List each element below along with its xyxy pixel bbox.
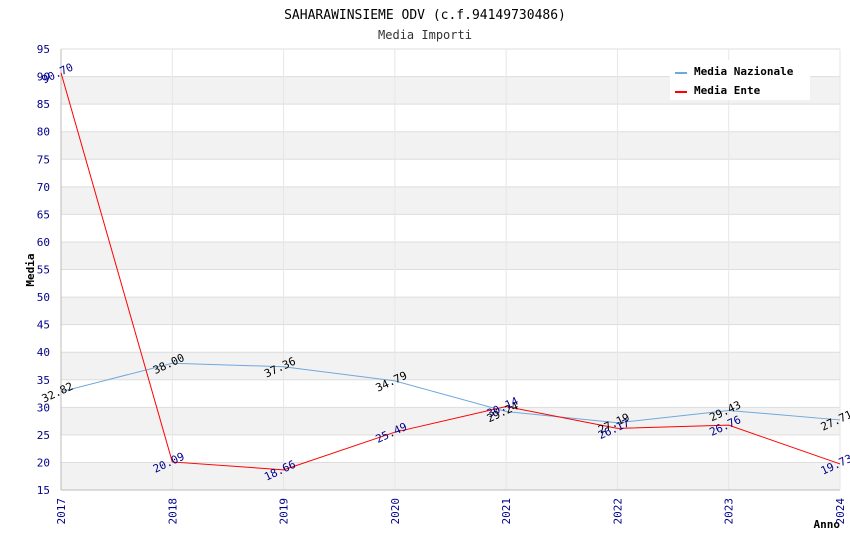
x-tick-label: 2024	[834, 498, 847, 525]
y-tick-label: 80	[37, 126, 50, 139]
plot-band	[61, 434, 840, 463]
y-tick-label: 50	[37, 291, 50, 304]
y-tick-label: 40	[37, 346, 50, 359]
y-tick-labels: 15 20 25 30 35 40 45 50 55 60 65 70 75 80 85 90 95	[37, 43, 50, 497]
plot-band	[61, 186, 840, 215]
y-gridlines	[60, 48, 841, 491]
x-tick-label: 2018	[166, 498, 179, 525]
chart-title: SAHARAWINSIEME ODV (c.f.94149730486)	[284, 8, 566, 23]
plot-band	[61, 462, 840, 490]
y-tick-label: 55	[37, 264, 50, 277]
plot-band	[61, 324, 840, 353]
y-tick-label: 45	[37, 319, 50, 332]
plot-band	[61, 214, 840, 242]
legend-label-media-ente: Media Ente	[694, 84, 761, 97]
y-tick-label: 95	[37, 43, 50, 56]
y-tick-label: 25	[37, 429, 50, 442]
plot-band	[61, 269, 840, 298]
x-tick-labels: 2017 2018 2019 2020 2021 2022 2023 2024	[55, 498, 847, 525]
x-tick-label: 2022	[611, 498, 624, 525]
x-tick-label: 2023	[723, 498, 736, 525]
y-axis-label: Media	[24, 253, 37, 286]
plot-band	[61, 352, 840, 380]
x-axis-label: Anno	[814, 518, 841, 531]
plot-bands	[61, 49, 840, 490]
y-tick-label: 20	[37, 456, 50, 469]
x-tick-label: 2017	[55, 498, 68, 525]
y-tick-label: 85	[37, 98, 50, 111]
plot-band	[61, 104, 840, 132]
legend: Media Nazionale Media Ente	[670, 60, 810, 100]
y-tick-label: 30	[37, 401, 50, 414]
plot-band	[61, 131, 840, 160]
x-tick-label: 2020	[389, 498, 402, 525]
y-tick-label: 15	[37, 484, 50, 497]
y-tick-label: 70	[37, 181, 50, 194]
y-tick-label: 90	[37, 71, 50, 84]
series-line-media-ente	[60, 72, 841, 471]
legend-label-media-nazionale: Media Nazionale	[694, 65, 794, 78]
series-lines	[60, 72, 841, 471]
plot-band	[61, 407, 840, 435]
y-tick-label: 60	[37, 236, 50, 249]
x-tick-label: 2019	[278, 498, 291, 525]
plot-band	[61, 297, 840, 325]
y-tick-label: 35	[37, 374, 50, 387]
plot-band	[61, 241, 840, 270]
y-tick-label: 75	[37, 153, 50, 166]
y-tick-label: 65	[37, 208, 50, 221]
series-line-media-nazionale	[60, 362, 841, 424]
legend-box	[670, 60, 810, 100]
plot-band	[61, 159, 840, 187]
plot-band	[61, 379, 840, 408]
chart-subtitle: Media Importi	[378, 28, 472, 42]
x-tick-label: 2021	[500, 498, 513, 525]
